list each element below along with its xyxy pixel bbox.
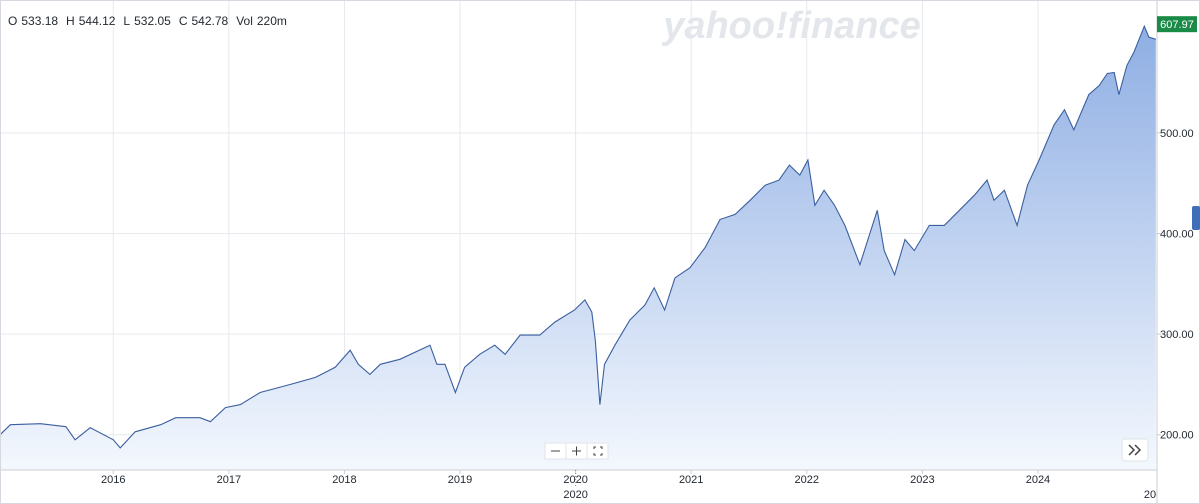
ohlc-value: 220m [257, 14, 287, 28]
fullscreen-button[interactable] [586, 442, 609, 460]
y-tick-label: 400.00 [1160, 228, 1194, 240]
x-tick-label: 2016 [101, 474, 125, 486]
ohlc-label: O [8, 14, 17, 28]
x-tick-label: 2023 [910, 474, 934, 486]
side-tab[interactable] [1192, 206, 1200, 230]
plus-icon [572, 446, 581, 456]
ohlc-label: C [179, 14, 188, 28]
x-tick-label: 2022 [795, 474, 819, 486]
ohlc-value: 533.18 [21, 14, 58, 28]
ohlc-value: 532.05 [134, 14, 171, 28]
last-price-label: 607.97 [1160, 19, 1194, 31]
zoom-controls[interactable] [544, 442, 609, 460]
plot [0, 24, 1156, 470]
x-tick-label: 2024 [1026, 474, 1050, 486]
fullscreen-icon [593, 446, 603, 456]
x-tick-label: 2017 [217, 474, 241, 486]
x-tick-label: 2019 [448, 474, 472, 486]
ohlc-label: H [66, 14, 75, 28]
x-tick-label: 2021 [679, 474, 703, 486]
ohlc-label: Vol [236, 14, 253, 28]
y-tick-label: 500.00 [1160, 128, 1194, 140]
crosshair-label: 2020 [563, 489, 587, 501]
ohlc-readout: O 533.18 H 544.12 L 532.05 C 542.78 Vol 220m [8, 14, 287, 28]
ohlc-value: 542.78 [191, 14, 228, 28]
area [0, 26, 1156, 470]
ohlc-value: 544.12 [79, 14, 116, 28]
ohlc-label: L [123, 14, 130, 28]
scroll-icon [1128, 444, 1142, 456]
y-tick-label: 300.00 [1160, 329, 1194, 341]
edge-label: 20 [1144, 489, 1156, 501]
watermark: yahoo!finance [661, 5, 921, 47]
y-tick-label: 200.00 [1160, 430, 1194, 442]
x-tick-label: 2018 [332, 474, 356, 486]
line [0, 24, 1156, 449]
last-price-tag [1157, 16, 1197, 33]
